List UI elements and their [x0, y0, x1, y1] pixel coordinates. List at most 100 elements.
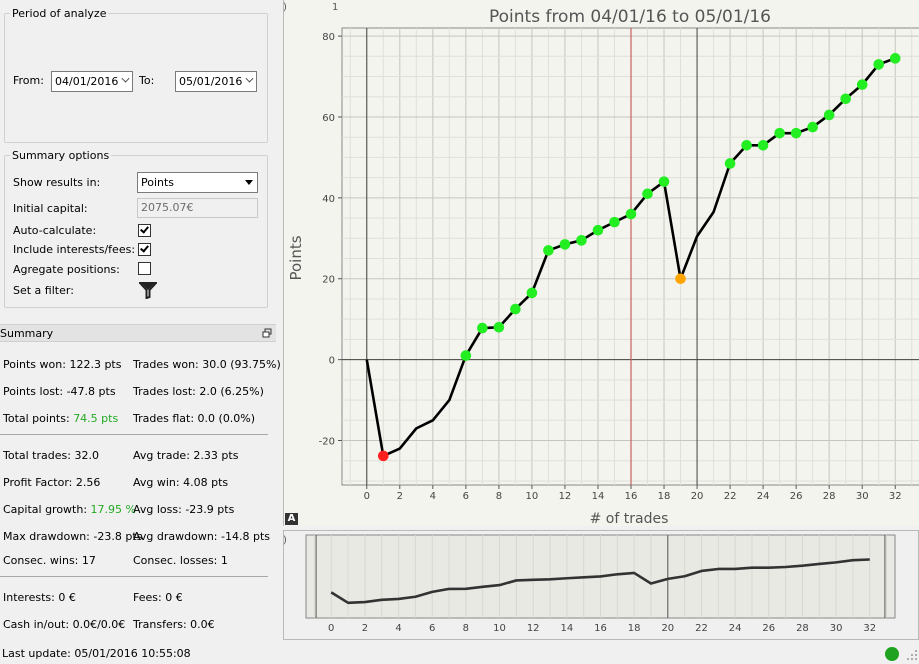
agregate-positions-checkbox[interactable]	[138, 262, 151, 275]
overview-x-tick-label: 16	[594, 623, 607, 634]
trade-point-win[interactable]	[609, 216, 620, 228]
trade-point-win[interactable]	[741, 139, 752, 151]
summary-stat-value: 0.0€	[190, 618, 215, 631]
overview-x-tick-label: 8	[463, 623, 469, 634]
summary-stat-value: 122.3 pts	[69, 358, 122, 371]
main-chart: Points from 04/01/16 to 05/01/16 ) 1 Poi…	[283, 0, 919, 526]
chart-title: Points from 04/01/16 to 05/01/16	[489, 7, 771, 27]
period-group-title: Period of analyze	[10, 7, 109, 20]
summary-stat-value: 30.0 (93.75%)	[202, 358, 281, 371]
auto-calculate-checkbox[interactable]	[138, 224, 151, 237]
trade-point-win[interactable]	[774, 127, 785, 139]
overview-x-tick-label: 24	[729, 623, 742, 634]
initial-capital-label: Initial capital:	[13, 202, 88, 215]
trade-point-win[interactable]	[642, 188, 653, 200]
trade-point-win[interactable]	[526, 287, 538, 299]
x-tick-label: 26	[790, 491, 803, 502]
summary-body: Points won: 122.3 pts Points lost: -47.8 …	[0, 343, 281, 643]
summary-stat-label: Total trades:	[3, 449, 75, 462]
overview-x-tick-label: 20	[661, 623, 674, 634]
to-label: To:	[139, 74, 155, 87]
trade-point-win[interactable]	[559, 239, 571, 250]
corner-label: 1	[332, 2, 338, 13]
x-tick-label: 2	[397, 491, 403, 502]
trade-point-win[interactable]	[757, 139, 769, 151]
include-fees-checkbox[interactable]	[138, 243, 151, 256]
to-date-combo[interactable]: 05/01/2016	[175, 71, 257, 92]
trade-point-win[interactable]	[477, 322, 488, 334]
x-tick-label: 22	[724, 491, 737, 502]
overview-x-tick-label: 0	[328, 623, 334, 634]
summary-stat-value: 17	[81, 554, 96, 567]
overview-x-tick-label: 18	[628, 623, 641, 634]
trade-point-win[interactable]	[889, 53, 901, 64]
summary-stat: Trades flat: 0.0 (0.0%)	[133, 412, 255, 425]
x-tick-label: 10	[526, 491, 539, 502]
trade-point-win[interactable]	[823, 109, 835, 121]
summary-stat-label: Capital growth:	[3, 503, 91, 516]
trade-point-win[interactable]	[840, 93, 851, 105]
summary-stat: Trades won: 30.0 (93.75%)	[133, 358, 281, 371]
trade-point-loss[interactable]	[377, 450, 389, 462]
summary-header: Summary	[0, 324, 276, 342]
summary-stat: Max drawdown: -23.8 pts	[3, 530, 142, 543]
trade-point-win[interactable]	[625, 208, 637, 220]
trade-point-win[interactable]	[807, 121, 818, 133]
show-results-combo[interactable]: Points	[137, 172, 258, 193]
x-tick-label: 0	[364, 491, 370, 502]
x-tick-label: 18	[658, 491, 671, 502]
x-tick-label: 28	[823, 491, 836, 502]
summary-stat-value: 1	[220, 554, 228, 567]
trade-point-win[interactable]	[543, 245, 554, 256]
checkmark-icon	[140, 224, 149, 234]
set-filter-label: Set a filter:	[13, 284, 74, 297]
mini-corner-left: )	[284, 535, 287, 546]
trade-point-win[interactable]	[658, 176, 670, 187]
overview-x-tick-label: 14	[560, 623, 573, 634]
summary-stat: Points won: 122.3 pts	[3, 358, 121, 371]
trade-point-win[interactable]	[592, 224, 604, 236]
resize-grip-icon[interactable]	[906, 649, 918, 661]
summary-stat: Total trades: 32.0	[3, 449, 99, 462]
y-axis-label: Points	[287, 235, 305, 280]
summary-stat-label: Trades lost:	[133, 385, 200, 398]
summary-stat: Cash in/out: 0.0€/0.0€	[3, 618, 125, 631]
trade-point-win[interactable]	[493, 321, 505, 333]
summary-stat-label: Avg loss:	[133, 503, 186, 516]
trade-point-win[interactable]	[790, 127, 802, 139]
trade-point-win[interactable]	[873, 59, 885, 70]
trade-point-win[interactable]	[576, 235, 587, 246]
trade-point-win[interactable]	[724, 158, 736, 169]
summary-options-title: Summary options	[10, 149, 112, 162]
from-date-combo[interactable]: 04/01/2016	[51, 71, 133, 92]
dropdown-arrow-icon	[245, 180, 253, 185]
y-tick-label: 20	[322, 275, 335, 286]
x-tick-label: 32	[889, 491, 902, 502]
initial-capital-field[interactable]: 2075.07€	[137, 198, 258, 218]
include-fees-label: Include interests/fees:	[13, 243, 136, 256]
trade-point-recovery[interactable]	[675, 273, 686, 285]
x-tick-label: 30	[856, 491, 869, 502]
undock-icon[interactable]	[262, 328, 272, 338]
summary-stat-label: Trades won:	[133, 358, 203, 371]
trade-point-win[interactable]	[856, 79, 868, 90]
summary-stat-label: Interests:	[3, 591, 59, 604]
trade-point-win[interactable]	[510, 303, 521, 315]
summary-stat-label: Points won:	[3, 358, 70, 371]
summary-stat: Avg win: 4.08 pts	[133, 476, 228, 489]
y-tick-label: 60	[322, 113, 335, 124]
from-label: From:	[13, 74, 44, 87]
trade-point-win[interactable]	[460, 350, 472, 361]
to-date-value: 05/01/2016	[179, 75, 243, 88]
filter-funnel-icon[interactable]	[137, 281, 159, 300]
summary-stat-label: Profit Factor:	[3, 476, 76, 489]
overview-x-tick-label: 30	[830, 623, 843, 634]
x-tick-label: 16	[625, 491, 638, 502]
summary-stat: Avg drawdown: -14.8 pts	[133, 530, 270, 543]
axis-a-icon[interactable]: A	[285, 513, 298, 525]
from-date-value: 04/01/2016	[55, 75, 119, 88]
summary-stat: Total points: 74.5 pts	[3, 412, 118, 425]
summary-stat: Profit Factor: 2.56	[3, 476, 100, 489]
